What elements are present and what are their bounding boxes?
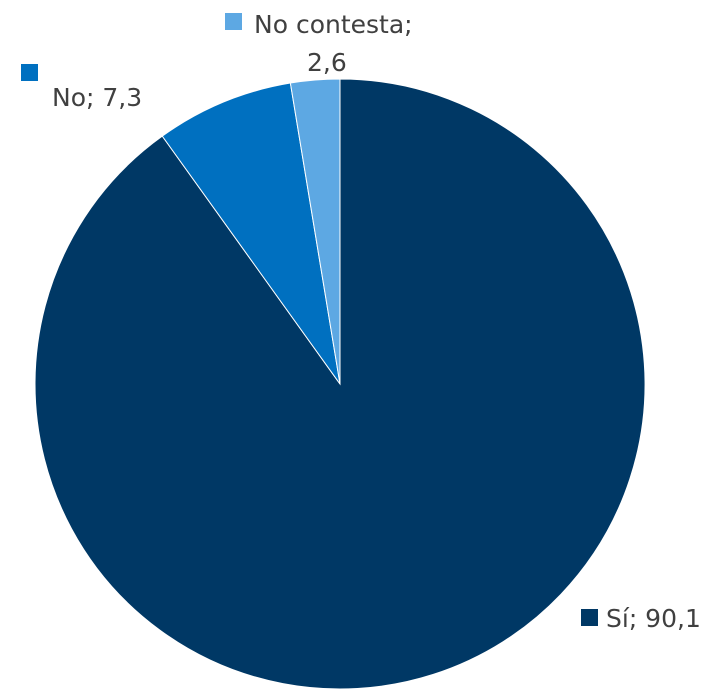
data-label-no-text: No; 7,3: [52, 83, 142, 112]
data-label-si-text: Sí; 90,1: [606, 604, 701, 633]
legend-key-no-contesta: [225, 13, 242, 30]
legend-key-si: [581, 609, 598, 626]
data-label-si: Sí; 90,1: [581, 604, 701, 633]
data-label-no: No; 7,3: [21, 64, 142, 112]
pie-slice-no: [161, 82, 341, 385]
data-label-no-contesta-text-1: No contesta;: [254, 10, 413, 39]
legend-key-no: [21, 64, 38, 81]
pie-slices: [34, 78, 646, 689]
pie-slice-no-contesta: [289, 78, 341, 385]
data-label-no-contesta-text-2: 2,6: [307, 48, 347, 77]
data-label-no-contesta: No contesta; 2,6: [225, 10, 413, 77]
